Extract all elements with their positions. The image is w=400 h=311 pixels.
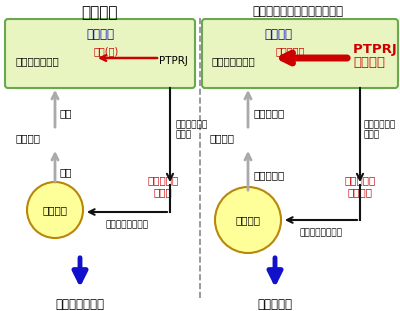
Text: 食べるのを: 食べるのを: [147, 175, 179, 185]
Circle shape: [215, 187, 281, 253]
Text: やめない: やめない: [348, 187, 372, 197]
Text: 摂食抑制作用: 摂食抑制作用: [363, 120, 395, 129]
Text: レプチン受容体: レプチン受容体: [212, 56, 256, 66]
Text: 摂食中枢: 摂食中枢: [264, 28, 292, 41]
Text: 正常状態: 正常状態: [82, 5, 118, 20]
Text: 適正体重を維持: 適正体重を維持: [56, 298, 104, 311]
Text: 摂食中枢: 摂食中枢: [86, 28, 114, 41]
Text: レプチン受容体: レプチン受容体: [15, 56, 59, 66]
Text: 抑制（大）: 抑制（大）: [275, 46, 305, 56]
FancyBboxPatch shape: [202, 19, 398, 88]
Text: 肥満が進む: 肥満が進む: [258, 298, 292, 311]
Text: 脂肪蓄積（減少）: 脂肪蓄積（減少）: [106, 220, 148, 229]
Text: 発現上昇: 発現上昇: [353, 56, 385, 69]
Text: （小）: （小）: [363, 130, 379, 139]
Text: 摂食抑制作用: 摂食抑制作用: [175, 120, 207, 129]
Text: 脂肪細胞: 脂肪細胞: [236, 215, 260, 225]
Text: 放出: 放出: [60, 167, 72, 177]
Text: レプチン: レプチン: [210, 133, 235, 143]
FancyBboxPatch shape: [5, 19, 195, 88]
Text: 脂肪蓄積（増大）: 脂肪蓄積（増大）: [300, 228, 342, 237]
Text: 食べるのを: 食べるのを: [344, 175, 376, 185]
Circle shape: [27, 182, 83, 238]
Text: レプチン: レプチン: [15, 133, 40, 143]
Text: 肥満状態（レプチン抵抗性）: 肥満状態（レプチン抵抗性）: [252, 5, 344, 18]
Text: 放出（大）: 放出（大）: [253, 170, 284, 180]
Text: PTPRJ: PTPRJ: [159, 56, 188, 66]
Text: PTPRJ の: PTPRJ の: [353, 43, 400, 56]
Text: 結合（大）: 結合（大）: [253, 108, 284, 118]
Text: 脂肪細胞: 脂肪細胞: [42, 205, 68, 215]
Text: （大）: （大）: [175, 130, 191, 139]
Text: 抑制(小): 抑制(小): [93, 46, 119, 56]
Text: 結合: 結合: [60, 108, 72, 118]
Text: やめる: やめる: [154, 187, 172, 197]
